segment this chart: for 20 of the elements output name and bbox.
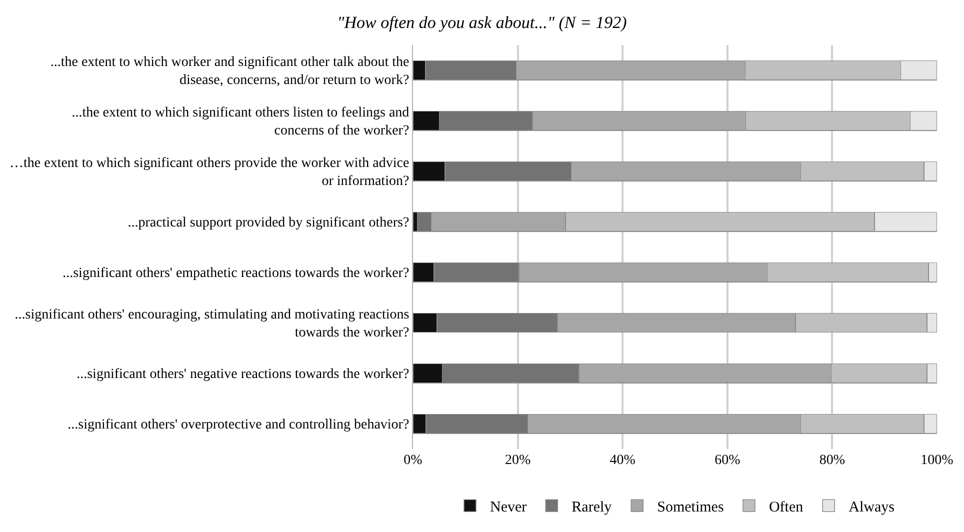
legend-label: Sometimes xyxy=(657,500,724,516)
x-tick-label: 40% xyxy=(610,453,636,468)
x-tick-label: 80% xyxy=(819,453,846,468)
y-tick-label: …the extent to which significant others provide the worker with advice or information? xyxy=(10,156,410,190)
chart-title: "How often do you ask about..." (N = 192) xyxy=(337,12,628,32)
legend-label: Never xyxy=(490,500,527,516)
y-tick-label: ...practical support provided by significant others? xyxy=(128,216,410,231)
x-tick-label: 0% xyxy=(404,453,423,468)
legend-label: Rarely xyxy=(572,500,612,516)
x-tick-label: 60% xyxy=(714,453,741,468)
y-tick-label: ...the extent to which significant others listen to feelings and concerns of the worker? xyxy=(72,106,410,139)
y-tick-label: ...significant others' negative reactions towards the worker? xyxy=(76,367,410,382)
x-tick-label: 20% xyxy=(504,453,531,468)
y-tick-label: ...significant others' encouraging, stimulating and motivating reactions towards the worker? xyxy=(14,308,410,341)
legend-label: Often xyxy=(768,500,804,516)
y-tick-label: ...the extent to which worker and significant other talk about the disease, concerns, and/or return to work? xyxy=(50,55,410,88)
y-tick-label: ...significant others' overprotective and controlling behavior? xyxy=(68,418,410,433)
y-tick-label: ...significant others' empathetic reactions towards the worker? xyxy=(62,266,410,282)
legend-label: Always xyxy=(848,500,895,516)
x-tick-label: 100% xyxy=(920,453,954,468)
